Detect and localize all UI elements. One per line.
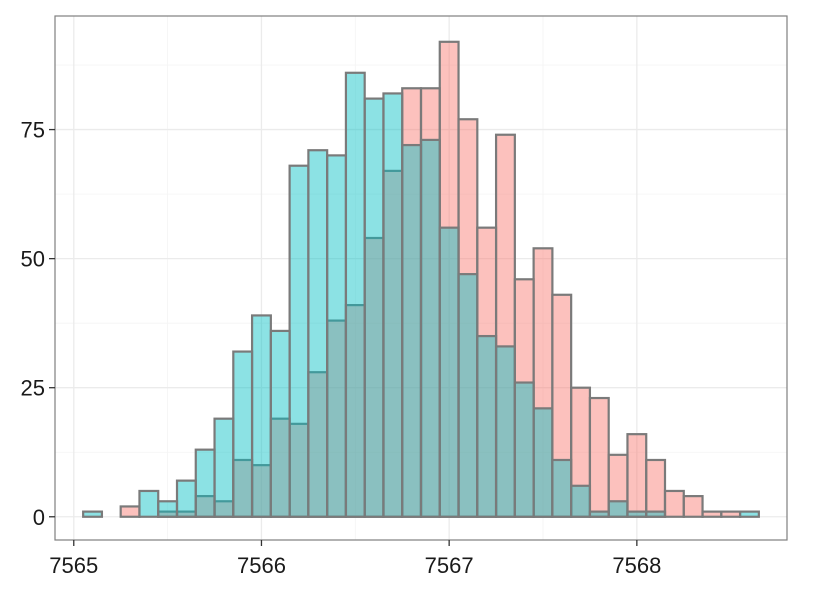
histogram-bar <box>138 489 160 518</box>
histogram-bar <box>157 500 179 518</box>
histogram-bar <box>194 448 216 518</box>
histogram-bar <box>476 334 498 518</box>
histogram-bar <box>494 345 516 518</box>
y-tick-label: 75 <box>21 118 45 143</box>
histogram-bar <box>738 510 760 518</box>
histogram-bar <box>588 396 610 518</box>
y-tick-label: 50 <box>21 247 45 272</box>
x-tick-label: 7568 <box>612 553 661 578</box>
histogram-bar <box>419 138 441 518</box>
series-red-bars <box>119 40 742 518</box>
y-tick-label: 0 <box>33 505 45 530</box>
x-axis: 7565 7566 7567 7568 <box>49 540 661 578</box>
histogram-bar <box>119 505 141 518</box>
y-axis: 0 25 50 75 <box>21 118 55 530</box>
histogram-bar <box>588 510 610 518</box>
histogram-bar <box>175 479 197 518</box>
x-tick-label: 7567 <box>425 553 474 578</box>
x-tick-label: 7565 <box>49 553 98 578</box>
histogram-bar <box>269 329 291 518</box>
histogram-bar <box>720 510 742 518</box>
histogram-bar <box>626 510 648 518</box>
y-tick-label: 25 <box>21 376 45 401</box>
plot-border <box>54 15 788 541</box>
histogram-bar <box>232 350 254 518</box>
histogram-bar <box>645 510 667 518</box>
histogram-bar <box>250 314 272 518</box>
x-tick-label: 7566 <box>237 553 286 578</box>
histogram-bar <box>401 143 423 518</box>
histogram-bar <box>532 407 554 518</box>
histogram-bar <box>307 149 329 518</box>
histogram-bar <box>682 495 704 518</box>
series-cyan-bars <box>82 71 760 518</box>
histogram-bar <box>213 417 235 518</box>
histogram-bar <box>344 71 366 518</box>
histogram-bar <box>438 226 460 518</box>
histogram-bar <box>326 154 348 518</box>
histogram-bar <box>551 458 573 518</box>
histogram-bar <box>382 92 404 518</box>
histogram-bar <box>645 458 667 518</box>
histogram-bar <box>626 433 648 518</box>
histogram-bar <box>513 381 535 518</box>
histogram-bar <box>701 510 723 518</box>
histogram-bar <box>570 484 592 518</box>
histogram-bar <box>288 164 310 518</box>
histogram-bar <box>82 510 104 518</box>
histogram-bar <box>457 273 479 518</box>
histogram-bar <box>607 500 629 518</box>
histogram-bar <box>363 97 385 518</box>
histogram-bar <box>663 489 685 518</box>
